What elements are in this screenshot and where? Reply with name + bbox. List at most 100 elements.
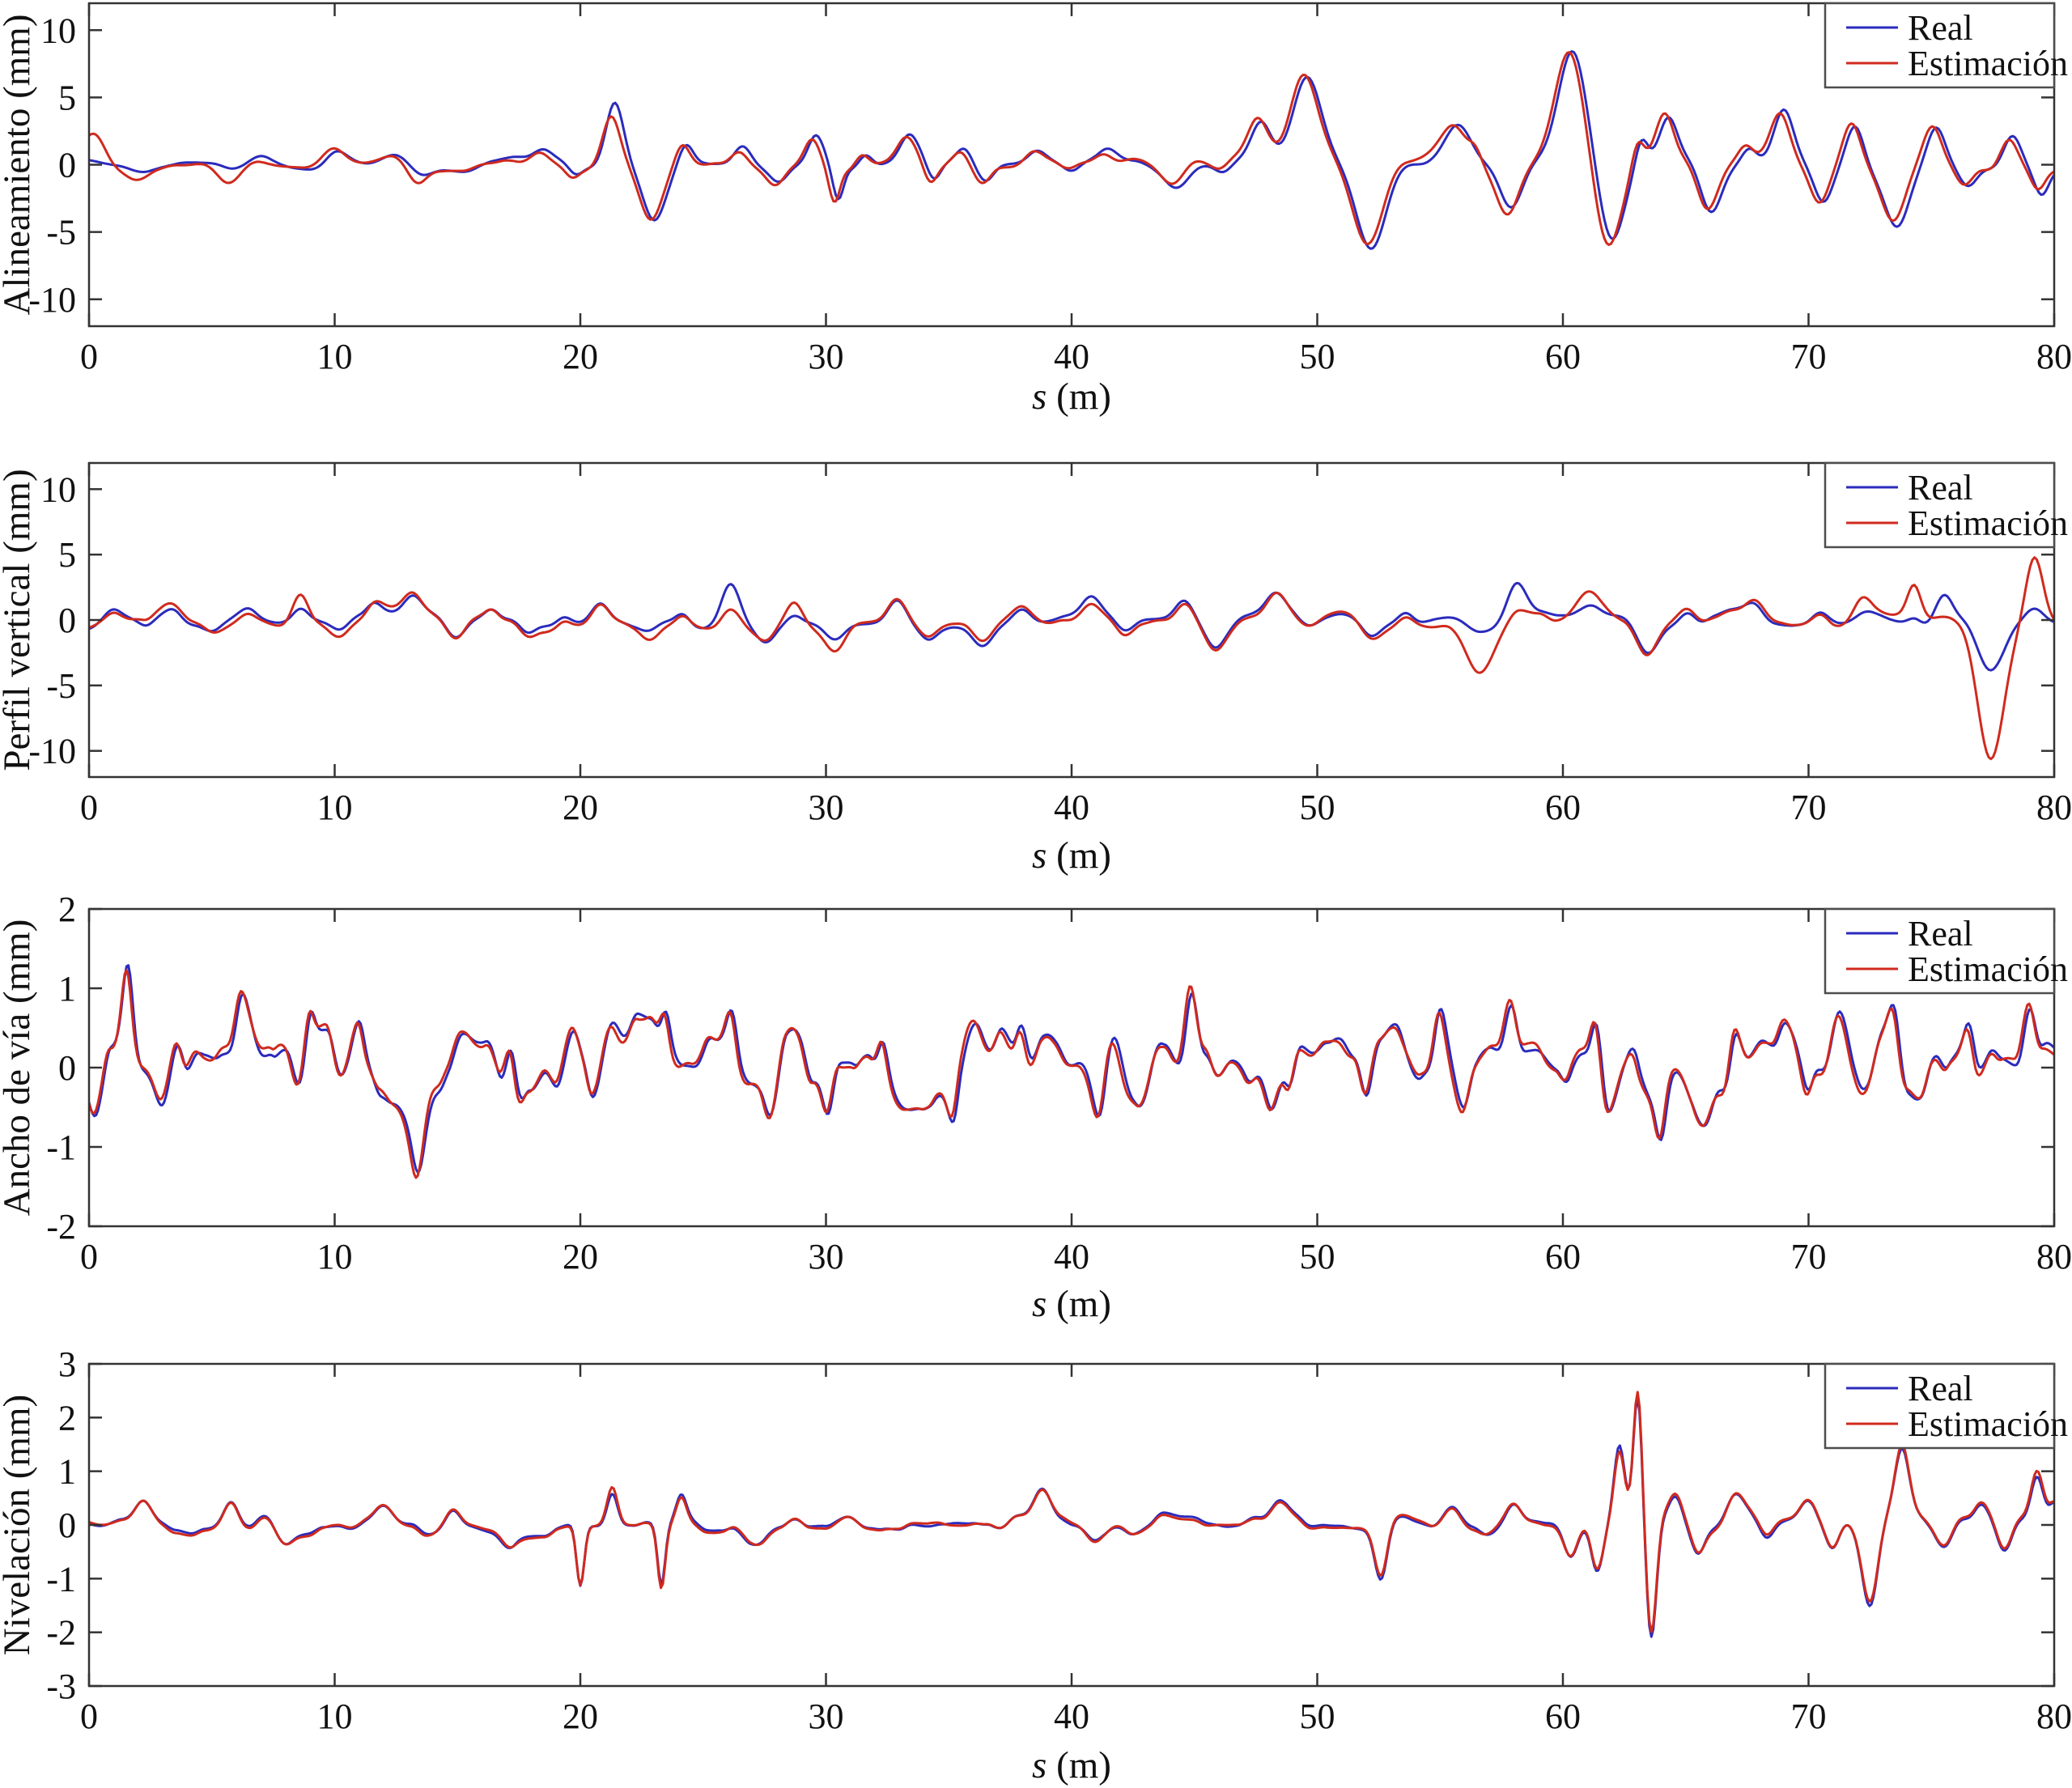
series-lines: [89, 964, 2054, 1179]
y-tick-label: 2: [58, 890, 76, 929]
y-tick-label: 0: [58, 1506, 76, 1545]
legend-entry-real-label: Real: [1908, 1369, 1973, 1408]
x-tick-label: 70: [1791, 337, 1827, 376]
x-tick-label: 50: [1300, 1237, 1335, 1276]
series-estimacion-line: [89, 969, 2054, 1179]
y-tick-label: -2: [46, 1613, 76, 1653]
series-lines: [89, 556, 2054, 761]
x-tick-label: 20: [563, 1237, 598, 1276]
x-tick-label: 70: [1791, 788, 1827, 827]
x-tick-label: 60: [1545, 1697, 1581, 1736]
x-tick-label: 20: [563, 1697, 598, 1736]
x-tick-label: 70: [1791, 1697, 1827, 1736]
series-estimacion-line: [89, 1391, 2054, 1633]
y-axis-label: Alineamiento (mm): [0, 15, 38, 316]
series-real-line: [89, 581, 2054, 672]
x-tick-label: 80: [2036, 1237, 2072, 1276]
x-tick-label: 60: [1545, 337, 1581, 376]
x-tick-label: 50: [1300, 1697, 1335, 1736]
y-tick-label: 1: [58, 1452, 76, 1492]
x-tick-label: 20: [563, 788, 598, 827]
legend-frame: [1824, 461, 2056, 549]
plot-border: [87, 907, 2056, 1228]
y-tick-label: 1: [58, 969, 76, 1009]
y-tick-label: 3: [58, 1344, 76, 1384]
chart-ancho-de-via: 0 10 20 30 40 50 60 70 80 -2 -1 0 1 2 s (m) Ancho de ví…: [0, 890, 2072, 1325]
series-lines: [89, 50, 2054, 250]
y-axis-label: Perfil vertical (mm): [0, 469, 38, 771]
x-tick-label: 50: [1300, 337, 1335, 376]
x-axis-label: s (m): [1032, 835, 1111, 877]
x-tick-label: 0: [80, 788, 98, 827]
series-estimacion-line: [89, 51, 2054, 246]
y-tick-label: 10: [40, 11, 76, 50]
x-axis-label: s (m): [1032, 1744, 1111, 1786]
legend-frame: [1824, 1362, 2056, 1450]
y-tick-label: -3: [46, 1667, 76, 1706]
x-tick-label: 0: [80, 337, 98, 376]
x-tick-label: 40: [1054, 1697, 1089, 1736]
x-tick-label: 40: [1054, 337, 1089, 376]
x-tick-label: 0: [80, 1237, 98, 1276]
legend-entry-real-label: Real: [1908, 8, 1973, 48]
x-tick-label: 30: [809, 1237, 844, 1276]
y-tick-label: 0: [58, 146, 76, 185]
y-tick-label: -1: [46, 1559, 76, 1599]
x-tick-label: 10: [317, 1697, 353, 1736]
chart-alineamiento: 0 10 20 30 40 50 60 70 80 -10 -5 0 5 10 s (m) Alineamie…: [0, 2, 2072, 418]
y-tick-label: -10: [28, 732, 76, 771]
y-tick-label: 5: [58, 78, 76, 117]
series-lines: [89, 1391, 2054, 1638]
chart-nivelacion: 0 10 20 30 40 50 60 70 80 -3 -2 -1 0 1 2 3 s (m) Nivelaci…: [0, 1344, 2072, 1786]
x-tick-label: 80: [2036, 1697, 2072, 1736]
y-tick-label: -1: [46, 1128, 76, 1167]
x-axis-label: s (m): [1032, 1283, 1111, 1325]
y-axis-label: Ancho de vía (mm): [0, 919, 38, 1217]
legend-entry-est-label: Estimación: [1908, 949, 2068, 989]
x-tick-label: 70: [1791, 1237, 1827, 1276]
x-tick-label: 50: [1300, 788, 1335, 827]
legend-entry-real-label: Real: [1908, 914, 1973, 953]
x-tick-label: 40: [1054, 788, 1089, 827]
y-tick-label: 10: [40, 469, 76, 509]
x-tick-label: 10: [317, 788, 353, 827]
x-tick-label: 60: [1545, 1237, 1581, 1276]
series-real-line: [89, 50, 2054, 250]
x-tick-label: 80: [2036, 788, 2072, 827]
plot-border: [87, 2, 2056, 328]
x-tick-label: 10: [317, 337, 353, 376]
x-tick-label: 0: [80, 1697, 98, 1736]
y-tick-label: 0: [58, 1048, 76, 1088]
x-tick-label: 40: [1054, 1237, 1089, 1276]
legend-entry-est-label: Estimación: [1908, 1404, 2068, 1444]
y-tick-label: -10: [28, 280, 76, 320]
legend-frame: [1824, 2, 2056, 89]
y-tick-label: 5: [58, 535, 76, 575]
y-tick-label: -5: [46, 213, 76, 253]
x-tick-label: 20: [563, 337, 598, 376]
y-tick-label: 0: [58, 601, 76, 640]
y-tick-label: -2: [46, 1207, 76, 1247]
series-estimacion-line: [89, 556, 2054, 761]
legend-entry-est-label: Estimación: [1908, 44, 2068, 83]
x-tick-label: 30: [809, 1697, 844, 1736]
legend-entry-real-label: Real: [1908, 468, 1973, 508]
x-tick-label: 10: [317, 1237, 353, 1276]
series-real-line: [89, 1396, 2054, 1638]
y-tick-label: 2: [58, 1398, 76, 1438]
legend-entry-est-label: Estimación: [1908, 503, 2068, 543]
y-axis-label: Nivelación (mm): [0, 1395, 38, 1655]
x-tick-label: 80: [2036, 337, 2072, 376]
chart-perfil-vertical: 0 10 20 30 40 50 60 70 80 -10 -5 0 5 10 s (m) Perfil ve…: [0, 461, 2072, 877]
x-tick-label: 30: [809, 337, 844, 376]
y-tick-label: -5: [46, 666, 76, 706]
x-axis-label: s (m): [1032, 376, 1111, 418]
x-tick-label: 30: [809, 788, 844, 827]
x-tick-label: 60: [1545, 788, 1581, 827]
